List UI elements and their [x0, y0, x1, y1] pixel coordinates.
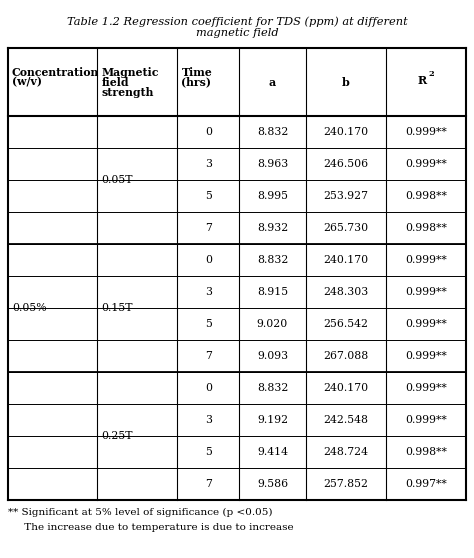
Text: 0.15T: 0.15T — [101, 303, 133, 313]
Text: 9.414: 9.414 — [257, 447, 288, 457]
Text: 248.724: 248.724 — [323, 447, 368, 457]
Text: 9.586: 9.586 — [257, 479, 288, 489]
Text: 3: 3 — [205, 287, 212, 297]
Text: The increase due to temperature is due to increase: The increase due to temperature is due t… — [8, 523, 293, 532]
Text: 0: 0 — [205, 255, 212, 265]
Text: 9.020: 9.020 — [257, 319, 288, 329]
Text: 0.998**: 0.998** — [405, 447, 447, 457]
Text: 8.832: 8.832 — [257, 383, 288, 393]
Text: 0.05T: 0.05T — [101, 175, 133, 185]
Text: 0.999**: 0.999** — [405, 127, 447, 137]
Text: 8.915: 8.915 — [257, 287, 288, 297]
Text: 0.999**: 0.999** — [405, 351, 447, 361]
Text: (hrs): (hrs) — [182, 76, 211, 88]
Text: Magnetic: Magnetic — [101, 66, 159, 78]
Text: 256.542: 256.542 — [323, 319, 368, 329]
Text: 0.25T: 0.25T — [101, 431, 133, 441]
Text: 240.170: 240.170 — [323, 255, 368, 265]
Text: strength: strength — [101, 86, 154, 98]
Text: 0.05%: 0.05% — [12, 303, 46, 313]
Text: 9.093: 9.093 — [257, 351, 288, 361]
Text: magnetic field: magnetic field — [196, 28, 278, 38]
Text: 0.999**: 0.999** — [405, 415, 447, 425]
Text: ** Significant at 5% level of significance (p <0.05): ** Significant at 5% level of significan… — [8, 508, 273, 517]
Text: 267.088: 267.088 — [323, 351, 368, 361]
Text: 0.997**: 0.997** — [405, 479, 447, 489]
Text: 5: 5 — [205, 319, 212, 329]
Text: 242.548: 242.548 — [323, 415, 368, 425]
Text: 0.998**: 0.998** — [405, 223, 447, 233]
Text: 0.998**: 0.998** — [405, 191, 447, 201]
Text: 8.963: 8.963 — [257, 159, 288, 169]
Text: 2: 2 — [428, 70, 434, 78]
Text: a: a — [269, 76, 276, 88]
Text: 8.832: 8.832 — [257, 255, 288, 265]
Text: 246.506: 246.506 — [323, 159, 368, 169]
Text: 0.999**: 0.999** — [405, 255, 447, 265]
Text: 0.999**: 0.999** — [405, 287, 447, 297]
Text: 9.192: 9.192 — [257, 415, 288, 425]
Text: 265.730: 265.730 — [323, 223, 368, 233]
Text: 8.832: 8.832 — [257, 127, 288, 137]
Text: 240.170: 240.170 — [323, 127, 368, 137]
Text: 5: 5 — [205, 191, 212, 201]
Text: b: b — [342, 76, 350, 88]
Text: 253.927: 253.927 — [323, 191, 368, 201]
Text: 5: 5 — [205, 447, 212, 457]
Text: R: R — [418, 75, 427, 85]
Text: Table 1.2 Regression coefficient for TDS (ppm) at different: Table 1.2 Regression coefficient for TDS… — [67, 16, 407, 27]
Text: (w/v): (w/v) — [12, 76, 42, 88]
Text: 8.932: 8.932 — [257, 223, 288, 233]
Text: Concentration: Concentration — [12, 66, 99, 78]
Text: 7: 7 — [205, 479, 212, 489]
Text: 8.995: 8.995 — [257, 191, 288, 201]
Text: 240.170: 240.170 — [323, 383, 368, 393]
Text: field: field — [101, 76, 129, 88]
Text: 248.303: 248.303 — [323, 287, 368, 297]
Text: 3: 3 — [205, 415, 212, 425]
Text: 0.999**: 0.999** — [405, 383, 447, 393]
Text: 3: 3 — [205, 159, 212, 169]
Text: 0.999**: 0.999** — [405, 319, 447, 329]
Text: 0: 0 — [205, 383, 212, 393]
Text: 257.852: 257.852 — [323, 479, 368, 489]
Text: 7: 7 — [205, 223, 212, 233]
Text: 7: 7 — [205, 351, 212, 361]
Text: Time: Time — [182, 66, 212, 78]
Text: 0: 0 — [205, 127, 212, 137]
Text: 0.999**: 0.999** — [405, 159, 447, 169]
